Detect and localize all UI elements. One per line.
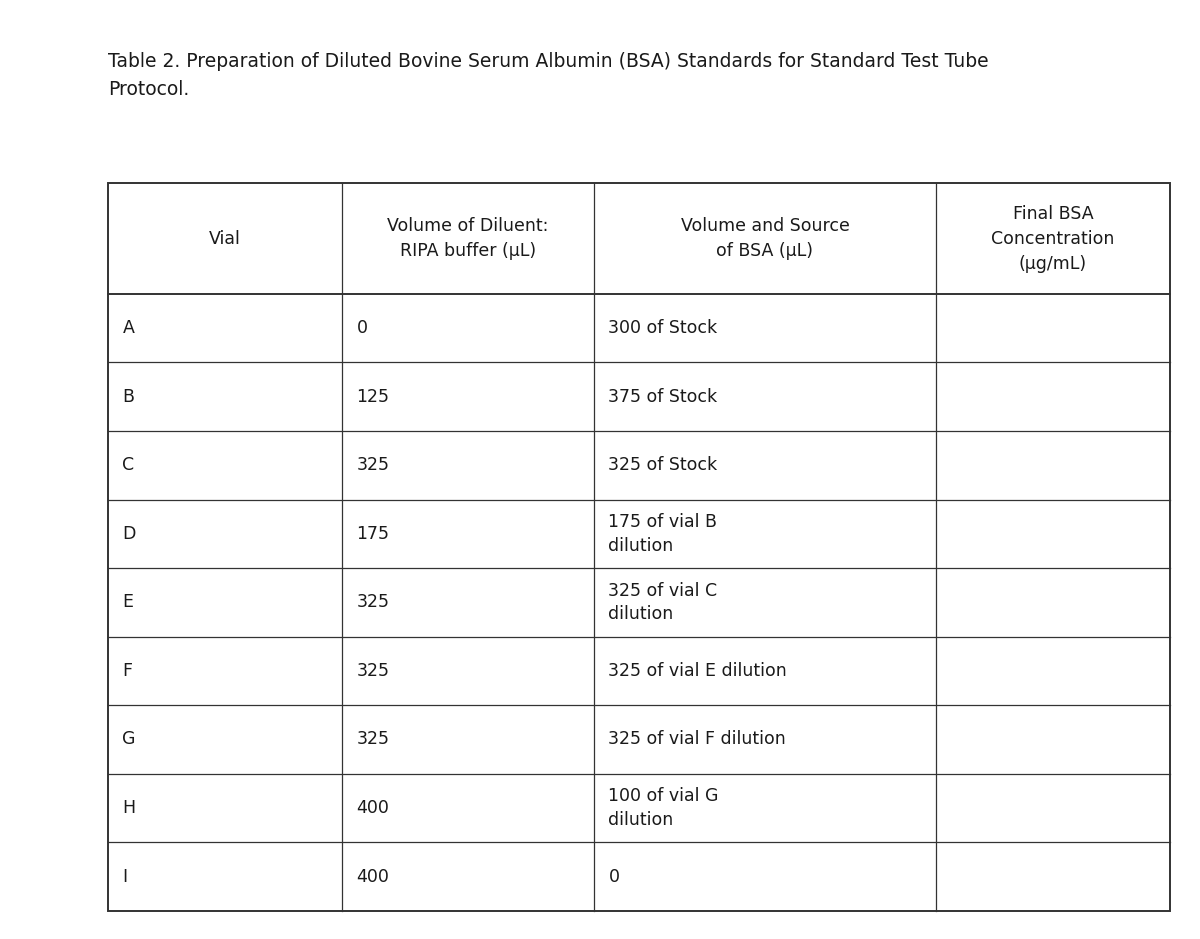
- Text: Volume of Diluent:
RIPA buffer (μL): Volume of Diluent: RIPA buffer (μL): [388, 217, 548, 260]
- Text: 325: 325: [356, 662, 390, 680]
- Text: 0: 0: [608, 868, 619, 885]
- Text: 325: 325: [356, 456, 390, 474]
- Text: A: A: [122, 319, 134, 337]
- Text: Final BSA
Concentration
(μg/mL): Final BSA Concentration (μg/mL): [991, 205, 1115, 272]
- Text: H: H: [122, 799, 136, 817]
- Text: 325 of vial E dilution: 325 of vial E dilution: [608, 662, 787, 680]
- Text: E: E: [122, 593, 133, 611]
- Text: 325 of Stock: 325 of Stock: [608, 456, 718, 474]
- Text: 325: 325: [356, 593, 390, 611]
- Text: 400: 400: [356, 799, 389, 817]
- Text: 125: 125: [356, 388, 390, 406]
- Text: F: F: [122, 662, 132, 680]
- Text: 400: 400: [356, 868, 389, 885]
- Text: 325 of vial F dilution: 325 of vial F dilution: [608, 731, 786, 748]
- Text: B: B: [122, 388, 134, 406]
- Text: 300 of Stock: 300 of Stock: [608, 319, 718, 337]
- Text: Vial: Vial: [209, 229, 241, 248]
- Text: 175: 175: [356, 525, 390, 543]
- Text: I: I: [122, 868, 127, 885]
- Text: 375 of Stock: 375 of Stock: [608, 388, 718, 406]
- Text: D: D: [122, 525, 136, 543]
- Text: 325: 325: [356, 731, 390, 748]
- Text: Volume and Source
of BSA (μL): Volume and Source of BSA (μL): [680, 217, 850, 260]
- Text: Table 2. Preparation of Diluted Bovine Serum Albumin (BSA) Standards for Standar: Table 2. Preparation of Diluted Bovine S…: [108, 52, 989, 99]
- Text: 0: 0: [356, 319, 367, 337]
- Text: C: C: [122, 456, 134, 474]
- Text: 175 of vial B
dilution: 175 of vial B dilution: [608, 513, 718, 555]
- Text: 100 of vial G
dilution: 100 of vial G dilution: [608, 787, 719, 829]
- Text: G: G: [122, 731, 136, 748]
- Text: 325 of vial C
dilution: 325 of vial C dilution: [608, 581, 718, 623]
